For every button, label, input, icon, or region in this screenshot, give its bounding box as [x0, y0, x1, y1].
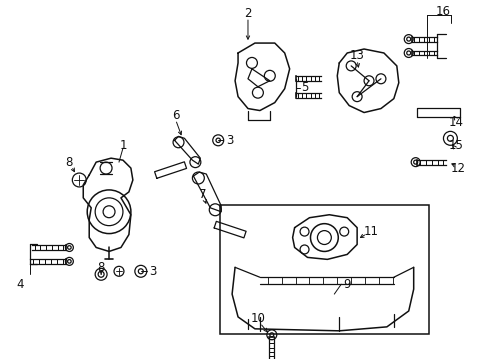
- Text: 2: 2: [244, 7, 252, 20]
- Text: 15: 15: [449, 139, 464, 152]
- Text: 3: 3: [226, 134, 234, 147]
- Text: 16: 16: [436, 5, 451, 18]
- Text: 12: 12: [451, 162, 466, 175]
- Text: 7: 7: [198, 188, 206, 201]
- Text: 10: 10: [250, 312, 266, 325]
- Text: 13: 13: [350, 49, 365, 63]
- Text: 8: 8: [98, 261, 105, 274]
- Text: 3: 3: [149, 265, 156, 278]
- Text: 14: 14: [449, 116, 464, 129]
- Text: 5: 5: [301, 81, 308, 94]
- Text: 4: 4: [16, 278, 24, 291]
- Text: 9: 9: [343, 278, 351, 291]
- Text: 1: 1: [119, 139, 127, 152]
- Text: 11: 11: [364, 225, 378, 238]
- Text: 6: 6: [172, 109, 179, 122]
- Bar: [220, 205, 429, 334]
- Text: 8: 8: [66, 156, 73, 168]
